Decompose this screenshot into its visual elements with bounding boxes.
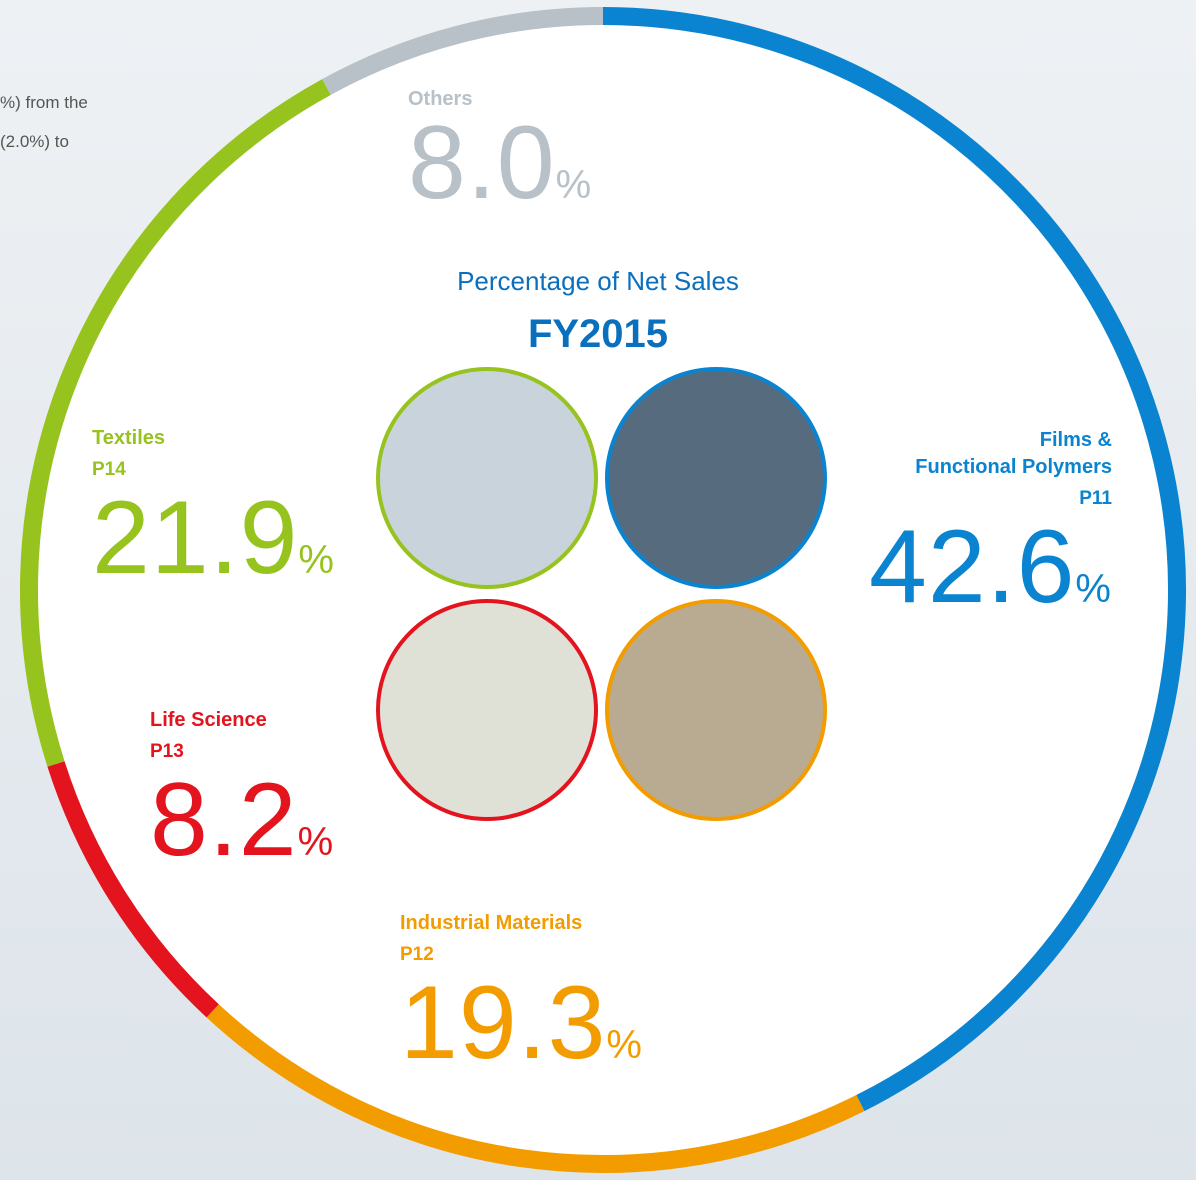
value-line: 21.9% xyxy=(92,486,335,610)
segment-label: Life Science P13 8.2% xyxy=(150,707,334,892)
segment-label: Films & Functional Polymers P11 42.6% xyxy=(869,427,1112,639)
photo-industrial xyxy=(605,599,827,821)
ring-segment xyxy=(20,79,331,767)
segment-label: Textiles P14 21.9% xyxy=(92,425,335,610)
segment-name: Industrial Materials xyxy=(400,912,583,934)
photo-life-science xyxy=(376,599,598,821)
segment-name: Films & Functional Polymers xyxy=(915,429,1112,478)
page-ref: P11 xyxy=(1079,488,1112,509)
value-unit: % xyxy=(298,538,335,582)
chart-face xyxy=(29,16,1177,1164)
value-unit: % xyxy=(297,820,335,864)
value-label: 8.0 xyxy=(408,105,556,221)
photos xyxy=(376,367,827,821)
value-label: 42.6 xyxy=(869,509,1076,625)
value-unit: % xyxy=(606,1023,643,1067)
segment-label: Others 8.0% xyxy=(408,86,592,235)
page-ref: P12 xyxy=(400,944,434,965)
value-line: 42.6% xyxy=(869,515,1112,639)
value-line: 8.2% xyxy=(150,768,335,892)
photo-textiles xyxy=(376,367,598,589)
ring-segment xyxy=(602,7,1186,1112)
value-label: 8.2 xyxy=(150,762,298,878)
value-line: 19.3% xyxy=(400,971,643,1095)
value-unit: % xyxy=(1075,567,1112,611)
photo-films xyxy=(605,367,827,589)
value-line: 8.0% xyxy=(408,111,593,235)
ring-segment xyxy=(322,7,604,95)
chart-subtitle: Percentage of Net Sales xyxy=(457,266,739,296)
segment-name: Life Science xyxy=(150,709,267,731)
value-label: 19.3 xyxy=(400,965,607,1081)
chart-title: FY2015 xyxy=(527,312,669,356)
page-ref: P14 xyxy=(92,459,126,480)
ring-segment xyxy=(47,761,219,1018)
segment-name: Others xyxy=(408,88,473,110)
side-text: (2.0%) to xyxy=(0,132,69,151)
value-label: 21.9 xyxy=(92,480,299,596)
side-text: %) from the xyxy=(0,93,88,112)
segment-name: Textiles xyxy=(92,427,165,449)
page-ref: P13 xyxy=(150,741,184,762)
value-unit: % xyxy=(555,163,593,207)
ring-segment xyxy=(206,1004,865,1173)
segment-label: Industrial Materials P12 19.3% xyxy=(400,910,643,1095)
